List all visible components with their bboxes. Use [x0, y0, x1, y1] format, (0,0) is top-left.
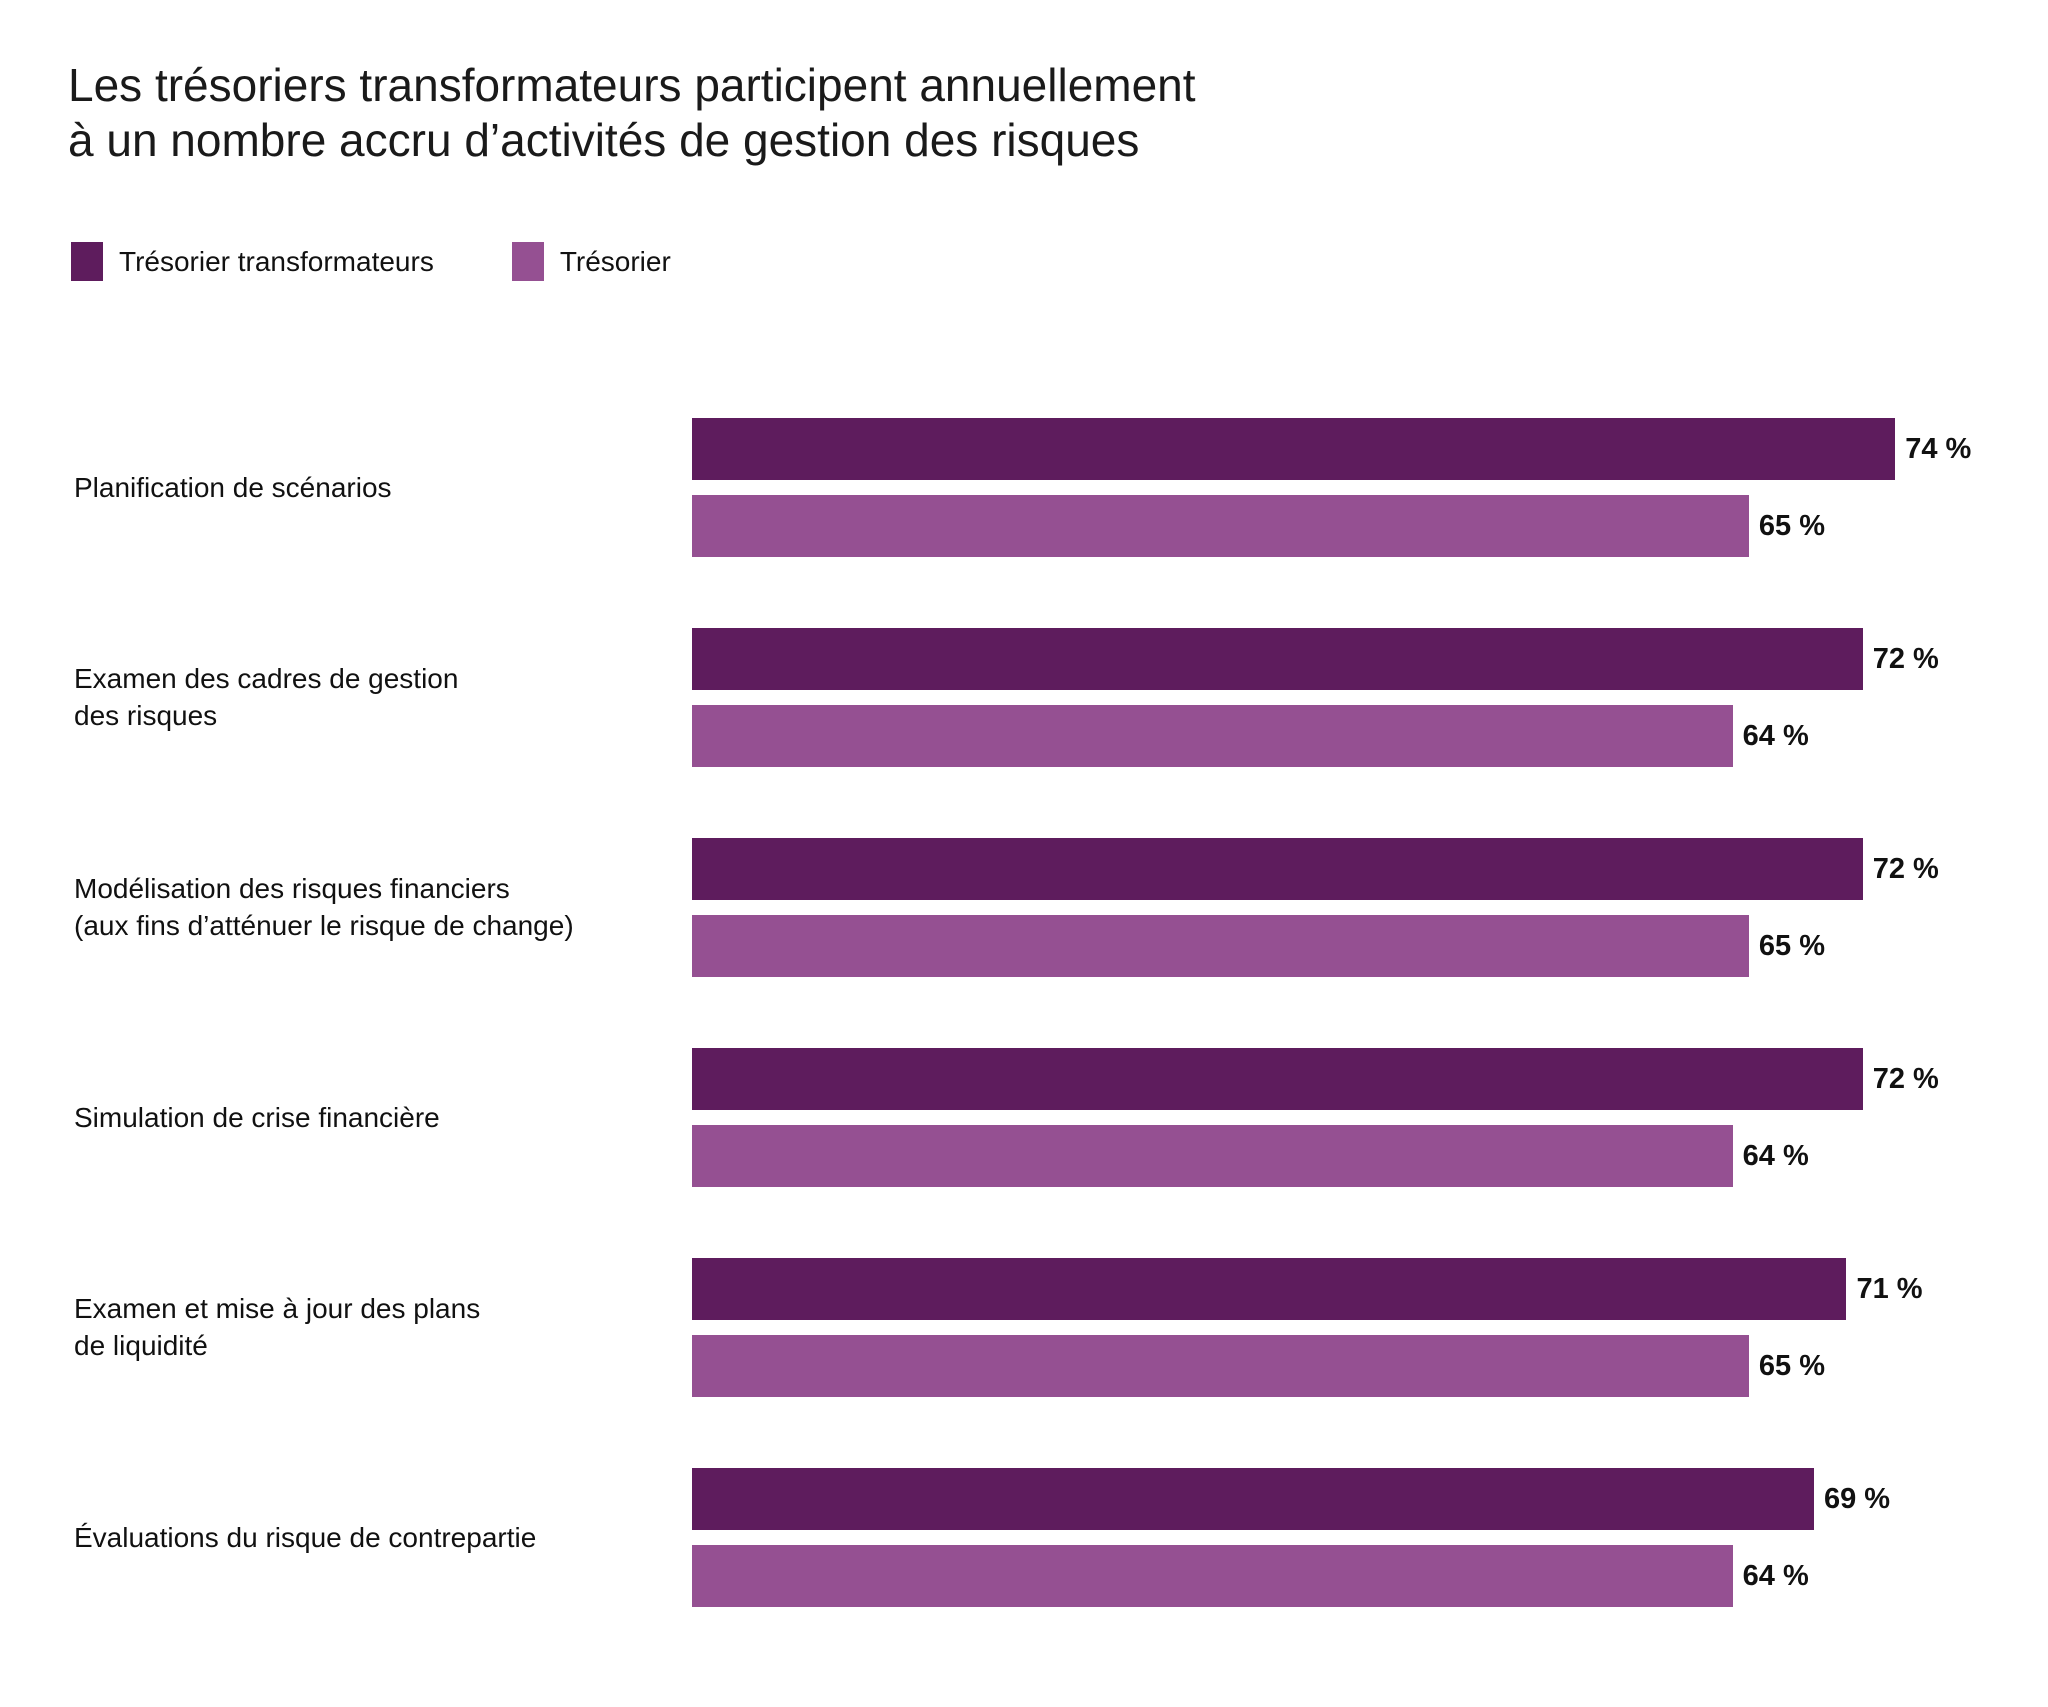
legend-item-tresorier: Trésorier	[511, 242, 671, 281]
bar-tresorier	[692, 1335, 1749, 1397]
data-label: 72 %	[1872, 853, 1939, 885]
category-label: Examen et mise à jour des plans de liqui…	[74, 1293, 481, 1361]
bar-tresorier	[692, 705, 1733, 767]
category-label: Évaluations du risque de contrepartie	[74, 1521, 537, 1553]
category-label: Planification de scénarios	[74, 471, 392, 503]
legend: Trésorier transformateurs Trésorier	[71, 242, 749, 281]
chart-title: Les trésoriers transformateurs participe…	[68, 59, 1196, 166]
data-label: 72 %	[1872, 1063, 1939, 1095]
legend-swatch-transformateurs	[71, 242, 103, 281]
data-label: 72 %	[1872, 643, 1939, 675]
bar-tresorier	[692, 495, 1749, 557]
category-label: Simulation de crise financière	[74, 1101, 440, 1133]
bar-transformateurs	[692, 1048, 1863, 1110]
legend-label: Trésorier	[559, 245, 671, 277]
legend-item-transformateurs: Trésorier transformateurs	[71, 242, 434, 281]
data-label: 64 %	[1742, 1560, 1809, 1592]
data-label: 64 %	[1742, 1140, 1809, 1172]
bar-transformateurs	[692, 1258, 1847, 1320]
bar-transformateurs	[692, 418, 1896, 480]
category-label: Modélisation des risques financiers (aux…	[74, 873, 574, 941]
data-label: 64 %	[1742, 720, 1809, 752]
data-label: 71 %	[1856, 1273, 1923, 1305]
data-label: 69 %	[1823, 1483, 1891, 1515]
data-label: 74 %	[1905, 433, 1972, 465]
bar-tresorier	[692, 1545, 1733, 1607]
category-label: Examen des cadres de gestion des risques	[74, 663, 459, 731]
bar-tresorier	[692, 1125, 1733, 1187]
data-label: 65 %	[1758, 1350, 1825, 1382]
bar-transformateurs	[692, 628, 1863, 690]
legend-label: Trésorier transformateurs	[119, 245, 434, 277]
data-label: 65 %	[1758, 510, 1825, 542]
bar-transformateurs	[692, 838, 1863, 900]
bar-tresorier	[692, 915, 1749, 977]
data-label: 65 %	[1758, 930, 1825, 962]
legend-swatch-tresorier	[511, 242, 544, 281]
bar-transformateurs	[692, 1468, 1814, 1530]
